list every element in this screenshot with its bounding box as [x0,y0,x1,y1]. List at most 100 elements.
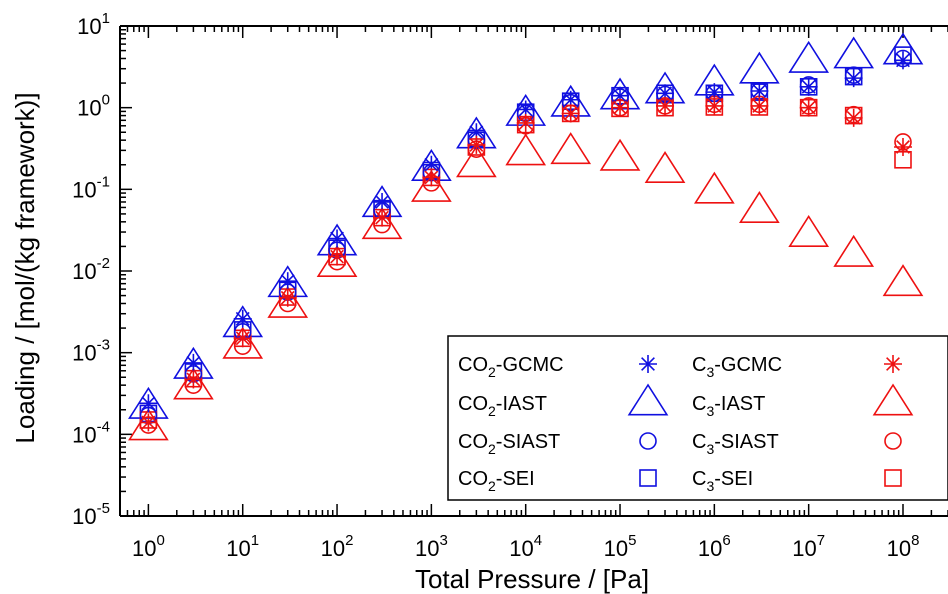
y-axis-title: Loading / [mol/(kg framework)] [10,92,40,443]
data-point-star [705,96,724,115]
legend-label: CO2-SEI [458,468,535,494]
data-point-star-stroke [235,311,250,326]
y-axis: 101 100 10-1 10-2 10-3 10-4 10-5 [72,10,132,529]
data-point-star-stroke [330,249,344,264]
data-point-star-stroke [280,274,295,289]
data-point-star-stroke [518,102,533,117]
data-point-star [373,192,392,211]
data-point-star-stroke [330,231,344,246]
data-point-triangle [738,191,780,224]
data-point-star [328,229,347,248]
data-point-star [373,208,392,227]
data-point-star [467,135,486,154]
data-point-star-stroke [563,106,578,121]
legend-label: C3-GCMC [692,354,782,380]
data-point-star [233,329,252,348]
data-point-star-stroke [141,415,156,430]
x-axis: 100 101 102 103 104 105 106 107 108 [119,26,948,561]
series-co2-gcmc [139,51,912,413]
data-point-star-stroke [707,85,722,100]
y-tick-label: 10-3 [72,337,110,366]
data-point-star-stroke [707,99,722,113]
x-tick-label: 100 [132,532,165,561]
data-point-star-stroke [613,100,627,115]
legend-label: C3-SIAST [692,431,779,457]
legend-box [447,335,948,501]
data-point-triangle [128,408,169,441]
legend-marker-square [639,469,657,487]
x-tick-label: 104 [509,532,542,561]
legend-label: CO2-SIAST [458,431,560,457]
x-tick-label: 108 [887,532,920,561]
data-point-star [516,113,535,132]
data-point-star-stroke [375,195,389,209]
x-tick-label: 103 [415,532,448,561]
legend-label: CO2-GCMC [458,354,564,380]
data-point-star [422,168,441,187]
legend-marker-square [884,469,902,487]
data-point-triangle [550,132,592,165]
data-point-star [750,81,769,100]
data-point-triangle [882,264,924,297]
data-point-star-stroke [518,116,533,130]
data-point-star-stroke [846,71,861,86]
series-c3-gcmc [139,96,912,432]
legend-marker-star-stroke [886,357,900,371]
data-point-triangle [361,207,403,240]
data-point-star-stroke [563,92,578,107]
data-point-star-stroke [846,110,861,125]
x-tick-label: 105 [604,532,637,561]
data-point-star [799,98,818,117]
data-point-star-stroke [613,88,627,103]
data-point-star-stroke [141,396,156,411]
legend-label: CO2-IAST [458,393,547,419]
data-point-star [184,370,203,389]
legend-marker-star [639,355,657,373]
data-point-star-stroke [801,100,816,115]
data-point-star-stroke [658,99,672,113]
data-point-star [184,353,203,372]
data-point-star [844,69,863,88]
data-point-star-stroke [235,331,250,346]
data-point-star-stroke [658,86,672,101]
data-point-star [278,272,297,291]
x-axis-title: Total Pressure / [Pa] [415,564,649,594]
series-c3-iast [128,132,924,441]
data-point-star [561,104,580,123]
y-tick-label: 10-5 [72,500,110,529]
data-point-star [278,288,297,307]
legend-marker-star [884,355,902,373]
data-point-star [656,96,675,115]
data-point-triangle [267,285,309,318]
data-point-star [233,309,252,328]
data-point-triangle [833,234,875,267]
data-point-star-stroke [280,290,295,305]
legend: CO2-GCMC CO2-IAST CO2-SIAST CO2-SEI C3-GCMC C… [447,335,948,501]
y-tick-label: 100 [77,92,110,121]
legend-marker-triangle [627,383,669,416]
data-point-star-stroke [424,157,439,172]
legend-marker-triangle [872,383,914,416]
series-co2-iast [128,32,924,419]
legend-label: C3-SEI [692,468,753,494]
data-point-triangle [173,367,214,400]
data-point-star [139,394,158,413]
legend-marker-circle [639,432,657,450]
data-point-triangle [644,151,686,184]
data-point-star-stroke [186,372,201,387]
data-point-star-stroke [896,140,910,154]
data-point-star-stroke [801,79,816,94]
data-point-star-stroke [424,170,439,185]
data-point-star-stroke [752,84,767,98]
data-point-star-stroke [896,53,910,68]
data-point-star [844,108,863,127]
data-point-triangle [693,171,735,204]
data-point-triangle [788,40,830,73]
data-point-star [611,98,630,117]
legend-marker-circle [884,432,902,450]
data-point-triangle [222,326,264,359]
data-point-star-stroke [375,210,389,225]
data-point-triangle [788,214,830,247]
x-tick-label: 107 [792,532,825,561]
